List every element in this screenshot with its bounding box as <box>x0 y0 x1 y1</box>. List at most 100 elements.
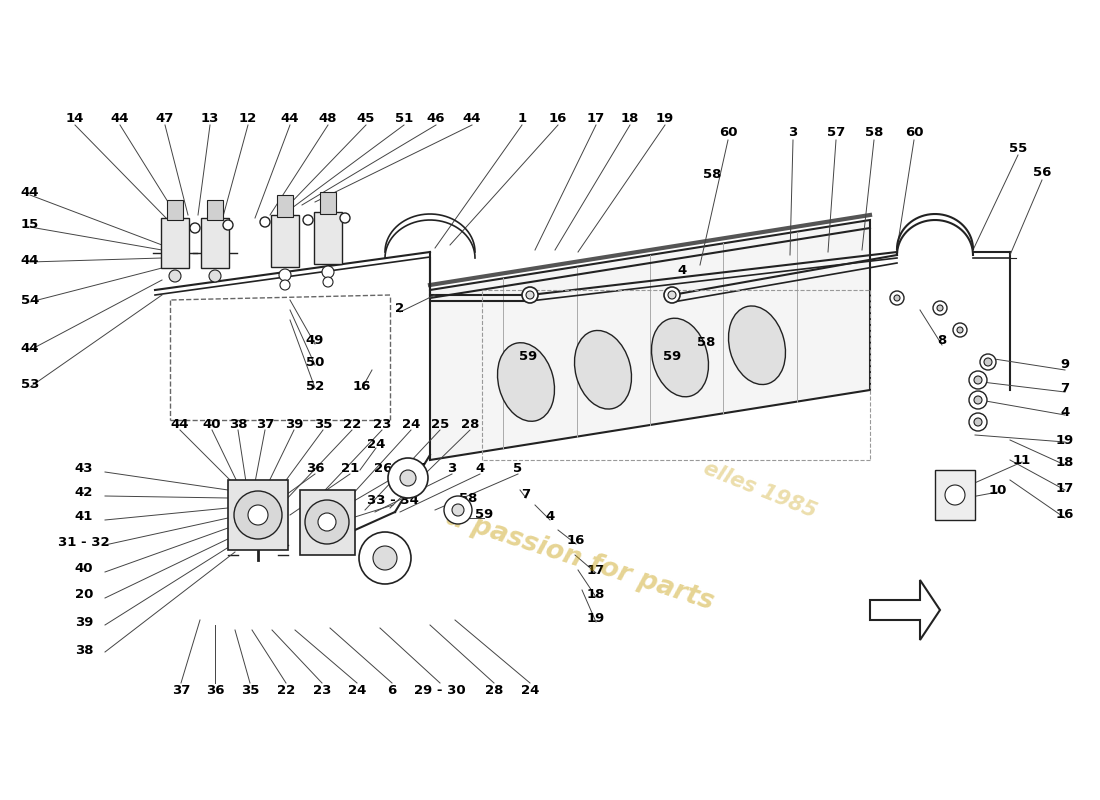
Text: 35: 35 <box>314 418 332 431</box>
Circle shape <box>190 223 200 233</box>
Circle shape <box>279 269 292 281</box>
Text: 58: 58 <box>865 126 883 139</box>
Text: 46: 46 <box>427 111 446 125</box>
Circle shape <box>522 287 538 303</box>
Circle shape <box>526 291 534 299</box>
Circle shape <box>340 213 350 223</box>
Text: 16: 16 <box>1056 509 1075 522</box>
Circle shape <box>169 270 182 282</box>
Text: 40: 40 <box>75 562 94 574</box>
Text: 18: 18 <box>586 587 605 601</box>
Text: 8: 8 <box>937 334 947 346</box>
Text: 3: 3 <box>448 462 456 474</box>
Text: 7: 7 <box>521 489 530 502</box>
Text: 17: 17 <box>587 111 605 125</box>
Text: 45: 45 <box>356 111 375 125</box>
Text: 16: 16 <box>566 534 585 546</box>
Text: 22: 22 <box>277 683 295 697</box>
Text: 2: 2 <box>395 302 405 314</box>
Text: 4: 4 <box>1060 406 1069 418</box>
Circle shape <box>894 295 900 301</box>
Ellipse shape <box>651 318 708 397</box>
Text: 39: 39 <box>75 615 94 629</box>
Text: 39: 39 <box>285 418 304 431</box>
Text: 44: 44 <box>21 186 40 198</box>
Text: 15: 15 <box>21 218 40 230</box>
Text: 59: 59 <box>519 350 537 362</box>
Ellipse shape <box>497 342 554 422</box>
Text: 24: 24 <box>348 683 366 697</box>
Text: 37: 37 <box>172 683 190 697</box>
Text: 11: 11 <box>1013 454 1031 466</box>
Text: 24: 24 <box>520 683 539 697</box>
Circle shape <box>969 391 987 409</box>
Polygon shape <box>430 220 870 460</box>
Text: 58: 58 <box>696 335 715 349</box>
Text: 44: 44 <box>111 111 130 125</box>
Circle shape <box>957 327 962 333</box>
Text: 17: 17 <box>1056 482 1074 494</box>
Circle shape <box>209 270 221 282</box>
Text: 59: 59 <box>475 509 493 522</box>
Circle shape <box>322 266 334 278</box>
Text: 26 - 27: 26 - 27 <box>374 462 426 474</box>
Bar <box>167 200 183 220</box>
Text: 55: 55 <box>1009 142 1027 154</box>
Text: 44: 44 <box>280 111 299 125</box>
Bar <box>207 200 223 220</box>
Text: 4: 4 <box>678 263 686 277</box>
Text: 36: 36 <box>206 683 224 697</box>
Ellipse shape <box>574 330 631 409</box>
Text: 42: 42 <box>75 486 94 498</box>
Text: 33 - 34: 33 - 34 <box>367 494 419 506</box>
Text: 35: 35 <box>241 683 260 697</box>
Circle shape <box>974 418 982 426</box>
Text: 21: 21 <box>341 462 359 474</box>
Circle shape <box>302 215 313 225</box>
Text: 59: 59 <box>663 350 681 362</box>
Circle shape <box>260 217 270 227</box>
Circle shape <box>984 358 992 366</box>
Bar <box>271 215 299 267</box>
Text: 37: 37 <box>256 418 274 431</box>
Circle shape <box>452 504 464 516</box>
Circle shape <box>945 485 965 505</box>
Circle shape <box>969 413 987 431</box>
Bar <box>935 470 975 520</box>
Bar <box>320 192 336 214</box>
Text: 44: 44 <box>463 111 482 125</box>
Circle shape <box>444 496 472 524</box>
Text: 38: 38 <box>229 418 248 431</box>
Text: 22: 22 <box>343 418 361 431</box>
Circle shape <box>323 277 333 287</box>
Text: 1: 1 <box>517 111 527 125</box>
Bar <box>228 480 288 550</box>
Text: 24: 24 <box>366 438 385 450</box>
Circle shape <box>937 305 943 311</box>
Text: 10: 10 <box>989 483 1008 497</box>
Circle shape <box>953 323 967 337</box>
Circle shape <box>223 220 233 230</box>
Circle shape <box>248 505 268 525</box>
Text: 44: 44 <box>21 342 40 354</box>
Text: 58: 58 <box>459 491 477 505</box>
Circle shape <box>400 470 416 486</box>
Text: 19: 19 <box>656 111 674 125</box>
Circle shape <box>305 500 349 544</box>
Ellipse shape <box>728 306 785 385</box>
Circle shape <box>280 280 290 290</box>
Text: 57: 57 <box>827 126 845 139</box>
Polygon shape <box>870 580 940 640</box>
Text: 28: 28 <box>485 683 503 697</box>
Text: 44: 44 <box>170 418 189 431</box>
Text: 23: 23 <box>312 683 331 697</box>
Circle shape <box>980 354 996 370</box>
Text: 51: 51 <box>395 111 414 125</box>
Text: 16: 16 <box>549 111 568 125</box>
Text: 6: 6 <box>387 683 397 697</box>
Text: 54: 54 <box>21 294 40 306</box>
Text: 49: 49 <box>306 334 324 346</box>
Circle shape <box>969 371 987 389</box>
Circle shape <box>890 291 904 305</box>
Circle shape <box>933 301 947 315</box>
